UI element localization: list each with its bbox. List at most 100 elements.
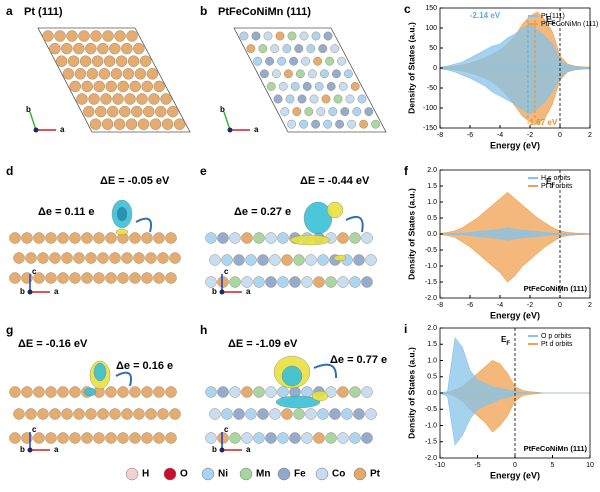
atom: [93, 80, 105, 93]
atom: [76, 93, 88, 105]
atom: [347, 119, 356, 129]
atom: [273, 94, 283, 104]
atom: [343, 69, 353, 79]
atom: [157, 252, 169, 264]
atom: [169, 408, 181, 420]
atom: [165, 232, 177, 244]
chart-note: PtFeCoNiMn (111): [524, 284, 588, 293]
fermi-label-main: E: [546, 15, 552, 24]
atom: [278, 82, 288, 91]
y-tick-label: 150: [425, 5, 437, 12]
atom: [325, 276, 337, 288]
atom: [129, 272, 141, 284]
atom: [81, 80, 93, 93]
atom: [109, 252, 121, 264]
energy-label: ΔE = -0.44 eV: [300, 175, 370, 187]
atom: [349, 232, 361, 244]
atom: [165, 386, 177, 398]
atom: [361, 232, 373, 244]
atom: [239, 31, 249, 41]
atom: [133, 252, 145, 264]
axis-label: a: [54, 445, 59, 454]
x-axis-label: Energy (eV): [490, 470, 540, 480]
atom: [263, 31, 273, 41]
atom: [97, 408, 109, 420]
atom: [277, 276, 289, 288]
atom: [100, 93, 112, 105]
atom: [105, 80, 117, 93]
atom: [205, 232, 217, 244]
atom: [117, 80, 129, 93]
atom: [109, 408, 121, 420]
y-axis-label: Density of States (a.u.): [406, 347, 416, 439]
atom: [365, 254, 377, 266]
atom: [153, 432, 165, 444]
atom: [311, 31, 321, 41]
dos-area: [439, 233, 590, 241]
atom: [129, 432, 141, 444]
atom: [157, 408, 169, 420]
y-tick-label: 1.5: [427, 341, 437, 348]
axis-label: b: [212, 287, 217, 296]
atom: [364, 107, 374, 117]
atom: [313, 276, 325, 288]
atom: [109, 42, 121, 55]
atom: [270, 44, 280, 53]
atom: [121, 252, 133, 264]
atom: [265, 386, 277, 398]
legend-atom: [353, 467, 367, 481]
atom: [115, 55, 128, 67]
atom: [121, 42, 133, 55]
atom: [221, 254, 233, 266]
charge-label: Δe = 0.11 e: [38, 206, 95, 218]
x-tick-label: -4: [497, 302, 503, 309]
y-tick-label: -1.0: [425, 263, 437, 270]
atom: [55, 55, 68, 67]
atom: [105, 232, 117, 244]
dos-area: [439, 233, 591, 283]
axis-label: a: [254, 125, 259, 134]
atom: [69, 232, 81, 244]
atom: [259, 69, 269, 79]
atom: [257, 254, 269, 266]
atom: [277, 432, 289, 444]
y-tick-label: 0.0: [427, 231, 437, 238]
atom: [141, 232, 153, 244]
panel-letter: h: [200, 323, 207, 337]
atom: [325, 56, 334, 66]
atom: [98, 68, 111, 80]
atom: [145, 252, 157, 264]
atom: [97, 42, 109, 55]
atom: [258, 44, 268, 53]
atom: [93, 232, 105, 244]
atom: [57, 272, 69, 284]
x-tick-label: -6: [467, 302, 473, 309]
fermi-label-main: E: [546, 177, 552, 186]
atom: [217, 386, 229, 398]
x-tick-label: -2: [527, 302, 533, 309]
atom: [335, 119, 344, 129]
atom: [317, 408, 329, 420]
atom: [277, 56, 286, 66]
atom: [289, 56, 298, 66]
atom: [365, 408, 377, 420]
energy-label: ΔE = -1.09 eV: [228, 338, 298, 350]
atom: [325, 432, 337, 444]
y-tick-label: 0.5: [427, 215, 437, 222]
y-axis-label: Density of States (a.u.): [406, 188, 416, 280]
y-tick-label: -0.5: [425, 406, 437, 413]
charge-density: [275, 395, 321, 409]
atom: [62, 68, 75, 80]
y-tick-label: -50: [427, 85, 437, 92]
atom: [287, 31, 297, 41]
dos-area: [439, 23, 591, 69]
atom: [173, 118, 186, 130]
atom: [83, 105, 95, 118]
atom: [349, 386, 361, 398]
x-tick-label: -4: [497, 132, 503, 139]
atom: [205, 276, 217, 288]
y-tick-label: -0.5: [425, 247, 437, 254]
atom: [326, 82, 336, 91]
atom: [321, 94, 331, 104]
atom: [79, 55, 92, 67]
